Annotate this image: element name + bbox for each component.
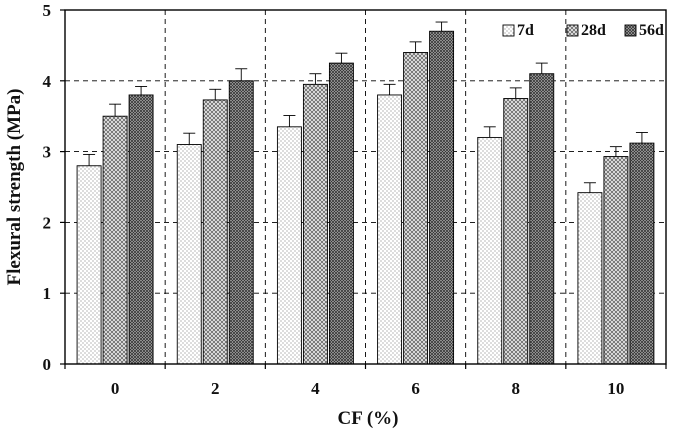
bar-56d-6 (429, 30, 455, 365)
y-axis-ticks: 0 1 2 3 4 5 (43, 1, 65, 374)
x-axis-title: CF (%) (337, 408, 398, 429)
y-tick-label: 1 (43, 284, 52, 303)
bar-group-0 (76, 94, 154, 365)
error-bars (83, 21, 648, 193)
bar-group-4 (276, 62, 354, 365)
legend: 7d 28d 56d (502, 22, 664, 39)
bar-56d-2 (228, 80, 254, 365)
bar-56d-4 (328, 62, 354, 365)
bar-7d-10 (577, 192, 603, 365)
bar-56d-10 (629, 142, 655, 365)
legend-label-7d: 7d (517, 22, 534, 39)
bar-group-6 (377, 30, 455, 365)
bar-28d-2 (202, 99, 228, 365)
bar-7d-6 (377, 94, 403, 365)
legend-label-56d: 56d (639, 22, 664, 39)
x-tick-label: 10 (607, 379, 624, 398)
x-tick-label: 6 (411, 379, 420, 398)
x-axis-ticks: 0 2 4 6 8 10 (64, 364, 667, 398)
x-tick-label: 8 (512, 379, 521, 398)
legend-label-28d: 28d (581, 22, 606, 39)
y-tick-label: 4 (43, 72, 52, 91)
bar-group-2 (176, 80, 254, 365)
x-tick-label: 2 (211, 379, 220, 398)
legend-swatch-28d (566, 24, 579, 37)
y-tick-label: 0 (43, 355, 52, 374)
legend-swatch-56d (624, 24, 637, 37)
x-tick-label: 0 (111, 379, 120, 398)
y-tick-label: 2 (43, 213, 52, 232)
bar-28d-6 (403, 52, 429, 365)
bar-group-10 (577, 142, 655, 365)
legend-swatch-7d (502, 24, 515, 37)
y-axis-title: Flexural strength (MPa) (4, 89, 25, 286)
bar-7d-2 (176, 144, 202, 365)
bar-56d-8 (529, 73, 555, 365)
bar-group-8 (477, 73, 555, 365)
y-tick-label: 3 (43, 143, 52, 162)
bar-28d-4 (302, 83, 328, 365)
bar-7d-0 (76, 165, 102, 365)
bar-56d-0 (128, 94, 154, 365)
y-tick-label: 5 (43, 1, 52, 20)
bar-7d-4 (276, 126, 302, 365)
bar-groups (76, 30, 655, 365)
x-tick-label: 4 (311, 379, 320, 398)
grid-lines (65, 10, 666, 364)
bar-7d-8 (477, 136, 503, 365)
bar-28d-8 (503, 98, 529, 365)
bar-28d-0 (102, 115, 128, 365)
bar-28d-10 (603, 156, 629, 365)
